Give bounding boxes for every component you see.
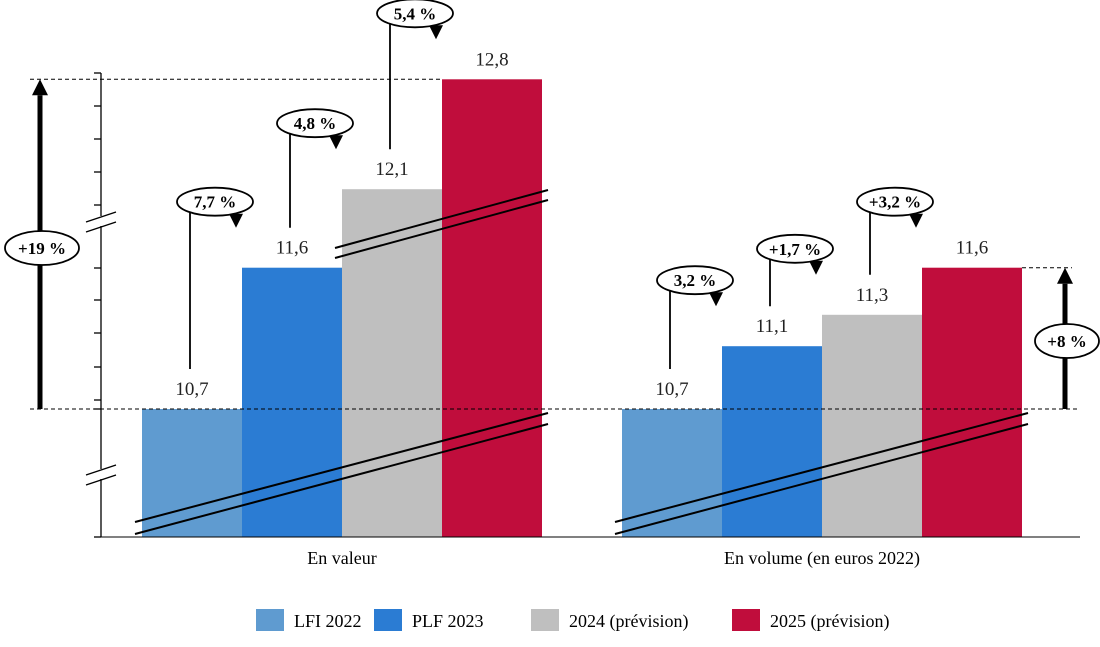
- bar-value-label: 11,6: [276, 238, 309, 259]
- step-change-label: 7,7 %: [194, 193, 237, 212]
- total-change-label: +8 %: [1047, 332, 1086, 351]
- arrow-up-icon: [1057, 267, 1073, 284]
- scale-break-line: [334, 189, 549, 249]
- legend-label: 2025 (prévision): [770, 611, 889, 632]
- arrow-down-icon: [329, 135, 343, 150]
- y-axis: [85, 72, 117, 538]
- step-change-bubble: [276, 108, 354, 139]
- bar: [822, 314, 922, 537]
- axis-break-gap: [86, 216, 116, 226]
- step-change-bubble: [756, 233, 834, 264]
- bar-value-label: 11,6: [956, 238, 989, 259]
- total-change-bubble: [4, 230, 80, 266]
- step-change-bubble: [856, 186, 934, 217]
- bar: [442, 79, 542, 538]
- bar-value-label: 10,7: [175, 379, 208, 400]
- arrow-down-icon: [709, 292, 723, 307]
- bar-value-label: 12,1: [375, 159, 408, 180]
- arrow-down-icon: [429, 25, 443, 40]
- step-change-label: +3,2 %: [869, 193, 921, 212]
- bar: [922, 267, 1022, 537]
- legend: LFI 2022 PLF 2023 2024 (prévision) 2025 (pr…: [256, 609, 889, 632]
- bar-value-label: 10,7: [655, 379, 688, 400]
- axis-break-mark: [85, 221, 117, 233]
- bar-value-label: 11,3: [856, 285, 889, 306]
- bar: [722, 346, 822, 537]
- arrow-up-icon: [32, 79, 48, 96]
- total-change-label: +19 %: [18, 239, 66, 258]
- scale-break-line: [614, 412, 1029, 523]
- total-change-bubble: [1034, 323, 1100, 359]
- axis-break-mark: [85, 474, 117, 486]
- group-label: En valeur: [307, 548, 376, 568]
- step-connector: [289, 122, 337, 228]
- step-change-label: +1,7 %: [769, 240, 821, 259]
- legend-swatch: [374, 609, 402, 631]
- bar-value-label: 11,1: [756, 316, 789, 337]
- group-label: En volume (en euros 2022): [724, 548, 920, 569]
- legend-label: PLF 2023: [412, 611, 484, 631]
- step-change-bubble: [656, 265, 734, 296]
- arrow-down-icon: [909, 213, 923, 228]
- step-connector: [189, 200, 237, 369]
- legend-swatch: [732, 609, 760, 631]
- scale-break-line: [614, 423, 1029, 535]
- step-change-label: 5,4 %: [394, 4, 437, 23]
- legend-label: LFI 2022: [294, 611, 362, 631]
- axis-break-gap: [86, 469, 116, 479]
- legend-swatch: [531, 609, 559, 631]
- bar: [342, 189, 442, 537]
- step-connector: [389, 12, 437, 150]
- step-change-bubble: [176, 186, 254, 217]
- axis-break-mark: [85, 464, 117, 476]
- step-change-label: 3,2 %: [674, 271, 717, 290]
- arrow-down-icon: [229, 213, 243, 228]
- step-change-label: 4,8 %: [294, 114, 337, 133]
- arrow-down-icon: [809, 260, 823, 275]
- scale-break-line: [134, 423, 549, 535]
- step-change-bubble: [376, 0, 454, 29]
- bar-value-label: 12,8: [475, 49, 508, 70]
- legend-label: 2024 (prévision): [569, 611, 688, 632]
- bar: [242, 267, 342, 537]
- scale-break-line: [134, 412, 549, 523]
- legend-swatch: [256, 609, 284, 631]
- scale-break-line: [334, 199, 549, 259]
- axis-break-mark: [85, 211, 117, 223]
